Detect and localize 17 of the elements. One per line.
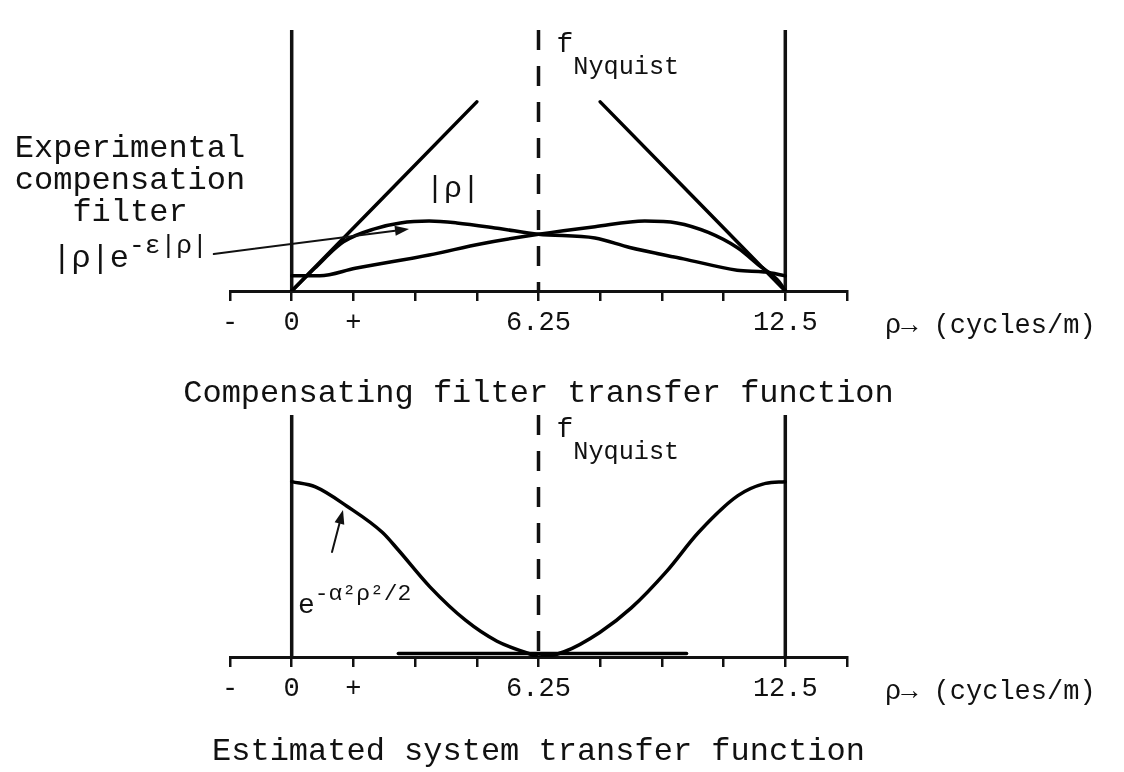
x-tick-label: - (221, 308, 239, 339)
x-tick-label: 6.25 (506, 674, 571, 705)
x-axis-title: ρ→ (cycles/m) (885, 677, 1096, 707)
text: Estimated system transfer function (212, 733, 865, 770)
x-tick-label: 0 (283, 674, 300, 705)
x-tick-label: 6.25 (506, 308, 571, 339)
x-tick-label: + (345, 674, 362, 705)
text: Compensating filter transfer function (183, 375, 894, 412)
x-tick-label: - (221, 674, 239, 705)
ref-line-label: fNyquist (556, 29, 680, 83)
x-tick-label: 0 (283, 308, 300, 339)
x-tick-label: 12.5 (752, 308, 818, 339)
ref-line-label: fNyquist (556, 414, 680, 468)
x-tick-label: 12.5 (752, 674, 818, 705)
x-axis-title: ρ→ (cycles/m) (885, 311, 1096, 341)
annotation: |ρ| (426, 172, 481, 206)
x-tick-label: + (345, 308, 362, 339)
